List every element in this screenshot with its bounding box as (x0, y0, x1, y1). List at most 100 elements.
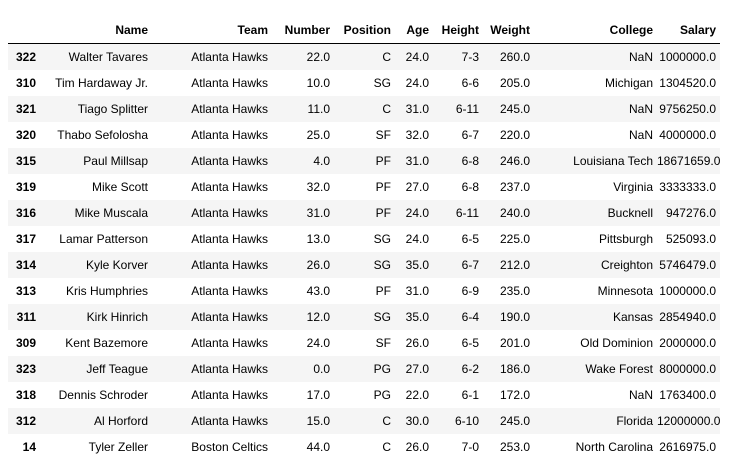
cell-weight: 245.0 (499, 101, 530, 116)
row-index: 319 (15, 179, 36, 194)
cell-number: 32.0 (306, 179, 330, 194)
cell-name: Dennis Schroder (58, 387, 148, 402)
cell-age: 31.0 (405, 101, 429, 116)
cell-height: 6-8 (461, 179, 479, 194)
cell-age: 24.0 (405, 75, 429, 90)
cell-name: Tim Hardaway Jr. (55, 75, 148, 90)
cell-height: 6-4 (461, 309, 479, 324)
cell-college: NaN (628, 387, 653, 402)
cell-number: 0.0 (313, 361, 330, 376)
column-header-team: Team (152, 17, 272, 44)
row-index: 314 (15, 257, 36, 272)
column-header-college: College (534, 17, 657, 44)
cell-number: 43.0 (306, 283, 330, 298)
cell-height: 6-1 (461, 387, 479, 402)
table-header: Name Team Number Position Age Height Weight Col… (8, 17, 720, 44)
cell-name: Lamar Patterson (59, 231, 148, 246)
cell-salary: 4000000.0 (659, 127, 716, 142)
cell-team: Atlanta Hawks (191, 179, 268, 194)
table-row: 319 Mike Scott Atlanta Hawks 32.0 PF 27.0 6-8 2… (8, 174, 720, 200)
cell-salary: 525093.0 (665, 231, 716, 246)
cell-position: C (382, 413, 391, 428)
cell-college: Pittsburgh (598, 231, 653, 246)
cell-number: 10.0 (306, 75, 330, 90)
cell-name: Paul Millsap (83, 153, 148, 168)
cell-team: Atlanta Hawks (191, 153, 268, 168)
table-row: 312 Al Horford Atlanta Hawks 15.0 C 30.0 6-10 2… (8, 407, 720, 434)
table-row: 317 Lamar Patterson Atlanta Hawks 13.0 SG 24.… (8, 226, 720, 252)
cell-weight: 246.0 (499, 153, 530, 168)
column-header-weight: Weight (483, 17, 534, 44)
cell-position: PF (375, 179, 391, 194)
cell-college: Creighton (600, 257, 653, 272)
row-index: 317 (15, 231, 36, 246)
cell-age: 30.0 (405, 413, 429, 428)
cell-salary: 1000000.0 (659, 283, 716, 298)
cell-college: NaN (628, 49, 653, 64)
cell-team: Atlanta Hawks (191, 101, 268, 116)
cell-weight: 186.0 (499, 361, 530, 376)
cell-age: 24.0 (405, 205, 429, 220)
row-index: 322 (15, 49, 36, 64)
cell-name: Tyler Zeller (88, 439, 148, 454)
cell-position: PF (375, 283, 391, 298)
cell-weight: 235.0 (499, 283, 530, 298)
cell-name: Jeff Teague (86, 361, 148, 376)
table-row: 316 Mike Muscala Atlanta Hawks 31.0 PF 24.0 6-… (8, 199, 720, 226)
cell-salary: 3333333.0 (659, 179, 716, 194)
cell-salary: 1304520.0 (659, 75, 716, 90)
cell-name: Kyle Korver (85, 257, 148, 272)
cell-age: 32.0 (405, 127, 429, 142)
cell-weight: 220.0 (499, 127, 530, 142)
column-header-position: Position (334, 17, 395, 44)
cell-weight: 201.0 (499, 335, 530, 350)
cell-name: Kris Humphries (65, 283, 148, 298)
row-index: 14 (22, 439, 36, 454)
cell-weight: 240.0 (499, 205, 530, 220)
cell-salary: 12000000.0 (657, 413, 720, 428)
cell-salary: 2000000.0 (659, 335, 716, 350)
table-row: 323 Jeff Teague Atlanta Hawks 0.0 PG 27.0 6-2 1… (8, 355, 720, 382)
cell-height: 6-11 (455, 205, 479, 220)
cell-age: 26.0 (405, 439, 429, 454)
table-row: 315 Paul Millsap Atlanta Hawks 4.0 PF 31.0 6-8… (8, 147, 720, 174)
cell-age: 26.0 (405, 335, 429, 350)
cell-number: 13.0 (306, 231, 330, 246)
cell-college: Virginia (613, 179, 653, 194)
cell-weight: 205.0 (499, 75, 530, 90)
cell-team: Atlanta Hawks (191, 231, 268, 246)
cell-college: Bucknell (607, 205, 653, 220)
cell-position: PG (373, 387, 391, 402)
table-row: 309 Kent Bazemore Atlanta Hawks 24.0 SF 26.0 6… (8, 330, 720, 356)
cell-college: NaN (628, 127, 653, 142)
cell-number: 22.0 (306, 49, 330, 64)
row-index: 318 (15, 387, 36, 402)
row-index: 323 (15, 361, 36, 376)
cell-weight: 237.0 (499, 179, 530, 194)
cell-height: 6-7 (461, 257, 479, 272)
row-index: 320 (15, 127, 36, 142)
cell-weight: 225.0 (499, 231, 530, 246)
row-index: 316 (15, 205, 36, 220)
cell-team: Atlanta Hawks (191, 49, 268, 64)
cell-number: 12.0 (306, 309, 330, 324)
cell-salary: 1000000.0 (659, 49, 716, 64)
cell-name: Kirk Hinrich (86, 309, 148, 324)
cell-height: 6-2 (461, 361, 479, 376)
cell-salary: 9756250.0 (659, 101, 716, 116)
cell-name: Kent Bazemore (65, 335, 148, 350)
cell-team: Atlanta Hawks (191, 127, 268, 142)
cell-position: PF (375, 153, 391, 168)
cell-height: 6-9 (461, 283, 479, 298)
cell-team: Atlanta Hawks (191, 257, 268, 272)
cell-name: Mike Muscala (74, 205, 148, 220)
cell-position: SG (373, 257, 391, 272)
table-row: 320 Thabo Sefolosha Atlanta Hawks 25.0 SF 32.… (8, 122, 720, 148)
cell-weight: 260.0 (499, 49, 530, 64)
row-index: 321 (15, 101, 36, 116)
cell-position: SF (375, 335, 391, 350)
cell-number: 26.0 (306, 257, 330, 272)
cell-age: 35.0 (405, 309, 429, 324)
cell-number: 17.0 (306, 387, 330, 402)
